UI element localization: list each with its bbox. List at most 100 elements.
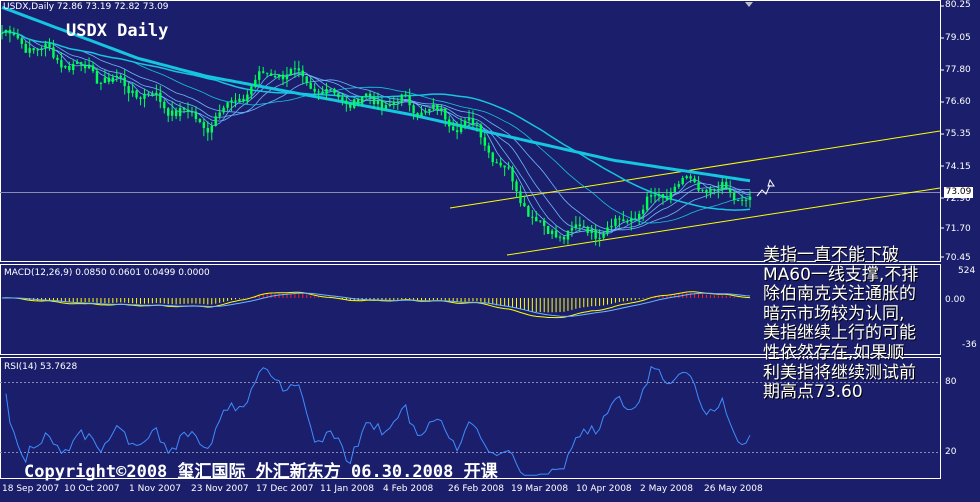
price-bar-body [222,107,225,113]
price-bar-body [539,220,542,222]
price-bar-body [725,181,728,189]
price-bar-body [64,66,67,68]
price-bar-body [190,111,194,113]
price-bar-body [8,29,12,34]
price-bar-body [143,93,146,99]
price-bar-body [376,100,380,105]
price-bar-body [515,181,518,192]
price-bar-body [693,178,696,183]
price-bar-body [159,92,162,102]
price-bar-body [341,97,344,101]
price-bar-body [582,226,585,228]
price-bar-body [578,224,582,227]
time-tick: 10 Oct 2007 [64,484,120,494]
forecast-arrow-icon [756,184,771,197]
macd-histogram [1,291,751,319]
price-bar-body [495,162,498,164]
price-bar-body [238,98,241,102]
price-bar-body [285,75,289,80]
price-bar-body [147,93,150,95]
price-bar-body [139,97,142,99]
price-bar-body [574,224,578,228]
analysis-note: 美指一直不能下破 MA60一线支撑,不排 除伯南克关注通胀的 暗示市场较为认同,… [763,245,975,403]
time-tick: 19 Mar 2008 [511,484,569,494]
time-tick: 10 Apr 2008 [576,484,632,494]
moving-average-55 [1,30,751,211]
moving-average-5 [1,30,751,237]
price-bar-body [697,182,700,191]
price-bar-body [131,90,134,94]
price-bar-body [68,66,71,71]
price-bar-body [178,108,182,117]
price-bar-body [471,118,475,125]
price-bar-body [269,73,273,76]
price-bar-body [408,95,411,106]
price-bar-body [305,76,308,84]
price-bar-body [72,63,75,71]
price-panel-border [0,0,941,262]
price-bar-body [459,126,463,133]
time-tick: 18 Sep 2007 [2,484,60,494]
macd-label: MACD(12,26,9) 0.0850 0.0601 0.0499 0.000… [4,268,210,278]
price-bar-body [40,48,43,50]
moving-average-13 [1,30,751,233]
macd-tick: 524 [958,266,976,276]
time-tick: 4 Feb 2008 [383,484,434,494]
time-tick: 26 Feb 2008 [448,484,505,494]
price-bar-body [210,125,213,133]
price-bar-body [523,203,526,207]
axis-ticks [940,5,944,258]
price-bar-body [669,191,673,200]
price-bar-body [95,71,99,84]
rsi-level-label: 20 [945,447,957,457]
moving-average-34 [1,30,751,224]
price-bar-body [380,100,384,109]
price-bar-body [590,229,593,233]
price-bar-body [321,91,324,94]
price-bar-body [353,99,356,108]
copyright-text: Copyright©2008 玺汇国际 外汇新东方 06.30.2008 开课 [24,462,498,482]
price-bar-body [250,86,253,95]
time-tick: 1 Nov 2007 [129,484,181,494]
price-bar-body [281,74,285,80]
price-bar-body [309,83,312,89]
price-bar-body [570,227,574,231]
price-bar-body [602,233,605,238]
symbol-info: USDX,Daily 72.86 73.19 72.82 73.09 [3,2,169,12]
price-bar-body [554,230,558,238]
price-bar-body [736,199,740,201]
forecast-arrowhead-icon [767,178,775,187]
rsi-series [5,365,751,476]
price-bar-body [277,74,281,78]
price-bar-body [748,196,752,200]
note-line: 期高点73.60 [763,382,863,403]
price-bar-body [677,184,680,187]
price-bar-body [729,188,732,193]
price-bar-body [717,189,720,191]
price-bar-body [75,62,79,64]
price-bar-body [689,176,692,179]
price-bar-body [709,189,712,194]
price-bar-body [155,92,158,96]
price-bar-body [364,93,368,98]
price-bar-body [657,194,661,197]
price-bar-body [20,38,23,44]
price-bar-body [566,230,570,240]
price-bar-body [83,64,87,69]
price-bar-body [535,216,538,222]
price-bar-body [111,77,115,82]
price-bar-body [463,120,467,127]
price-bar-body [392,102,396,106]
price-bar-body [242,98,245,102]
macd-signal-line [2,292,751,317]
price-bar-body [562,236,566,240]
price-bar-body [424,111,427,113]
price-bar-body [135,90,138,98]
price-bar-body [685,176,688,179]
price-bar-body [467,118,471,121]
price-bar-body [289,69,293,76]
price-bar-body [167,108,170,116]
time-tick: 11 Jan 2008 [320,484,374,494]
price-bar-body [412,105,415,114]
